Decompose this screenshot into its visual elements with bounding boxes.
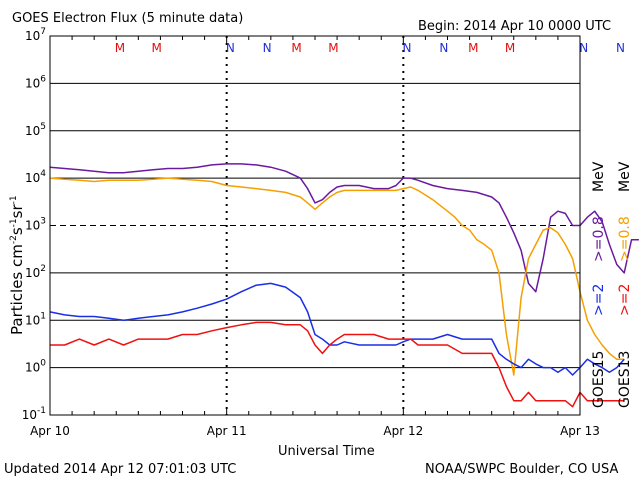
y-axis-label: Particles cm-2s-1sr-1 bbox=[8, 195, 26, 335]
x-tick-label: Apr 10 bbox=[30, 424, 70, 438]
x-tick-labels: Apr 10 Apr 11 Apr 12 Apr 13 bbox=[30, 424, 600, 438]
x-tick-label: Apr 12 bbox=[383, 424, 423, 438]
marker-n: N bbox=[616, 41, 625, 55]
legend-goes15-2mev: >=2 bbox=[591, 284, 607, 316]
series-line-4 bbox=[50, 321, 625, 408]
legend-unit-goes13: MeV bbox=[617, 161, 633, 192]
series-line-2 bbox=[49, 177, 625, 376]
legend-goes13: GOES13 bbox=[617, 351, 633, 408]
begin-date: Begin: 2014 Apr 10 0000 UTC bbox=[418, 19, 611, 34]
svg-text:Particles cm-2s-1sr-1: Particles cm-2s-1sr-1 bbox=[8, 195, 26, 335]
y-tick-label: 106 bbox=[25, 74, 46, 90]
y-tick-label: 102 bbox=[25, 264, 46, 280]
marker-m: M bbox=[328, 41, 338, 55]
legend-goes13-08mev: >=0.8 bbox=[617, 216, 633, 262]
marker-n: N bbox=[263, 41, 272, 55]
x-tick-label: Apr 13 bbox=[560, 424, 600, 438]
plot-frame bbox=[49, 35, 581, 416]
marker-n: N bbox=[226, 41, 235, 55]
chart-title: GOES Electron Flux (5 minute data) bbox=[12, 11, 243, 26]
marker-n: N bbox=[403, 41, 412, 55]
legend-goes15: GOES15 bbox=[591, 351, 607, 408]
marker-m: M bbox=[115, 41, 125, 55]
marker-n: N bbox=[439, 41, 448, 55]
marker-n: N bbox=[579, 41, 588, 55]
y-tick-label: 105 bbox=[25, 122, 46, 138]
marker-m: M bbox=[291, 41, 301, 55]
y-tick-label: 101 bbox=[25, 311, 46, 327]
data-series bbox=[49, 163, 639, 408]
marker-m: M bbox=[505, 41, 515, 55]
y-tick-label: 103 bbox=[25, 217, 46, 233]
y-tick-label: 10-1 bbox=[22, 406, 46, 422]
legend-goes15-08mev: >=0.8 bbox=[591, 216, 607, 262]
y-tick-label: 104 bbox=[25, 169, 46, 185]
legend-goes13-2mev: >=2 bbox=[617, 284, 633, 316]
x-tick-label: Apr 11 bbox=[207, 424, 247, 438]
credit-text: NOAA/SWPC Boulder, CO USA bbox=[425, 462, 618, 477]
marker-m: M bbox=[152, 41, 162, 55]
series-line-1 bbox=[49, 163, 639, 293]
series-line-3 bbox=[49, 282, 625, 376]
x-axis-label: Universal Time bbox=[278, 444, 375, 459]
y-tick-label: 107 bbox=[25, 27, 46, 43]
legend-unit-goes15: MeV bbox=[591, 161, 607, 192]
y-tick-labels: 107 106 105 104 103 102 101 100 10-1 bbox=[22, 27, 47, 422]
grid-lines bbox=[49, 36, 581, 415]
y-tick-label: 100 bbox=[25, 359, 46, 375]
updated-timestamp: Updated 2014 Apr 12 07:01:03 UTC bbox=[4, 462, 236, 477]
marker-m: M bbox=[468, 41, 478, 55]
